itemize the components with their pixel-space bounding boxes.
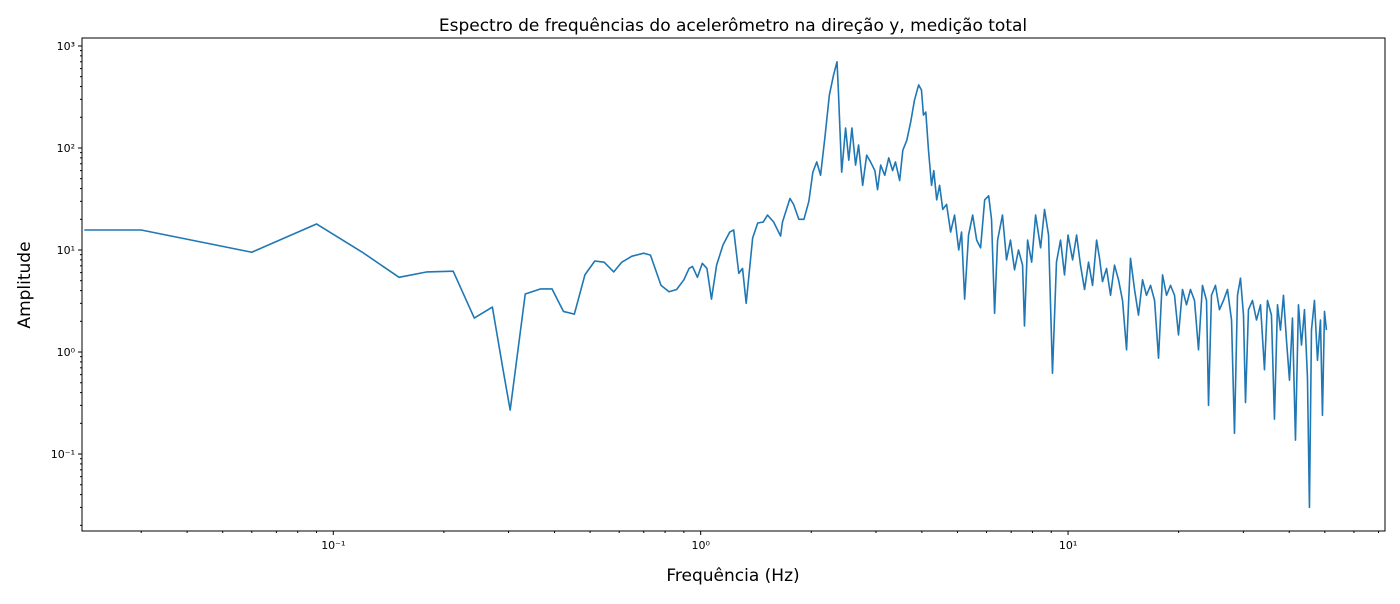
line-series (84, 60, 1328, 509)
y-axis-label: Amplitude (15, 241, 35, 328)
plot-area (84, 60, 1328, 509)
chart-title: Espectro de frequências do acelerômetro … (439, 16, 1027, 36)
y-tick-label: 10¹ (57, 244, 75, 257)
x-tick-label: 10¹ (1059, 539, 1077, 552)
y-tick-label: 10⁻¹ (51, 448, 75, 461)
y-tick-label: 10² (57, 142, 75, 155)
y-tick-label: 10⁰ (57, 346, 76, 359)
x-axis-label: Frequência (Hz) (666, 566, 799, 586)
x-tick-label: 10⁻¹ (321, 539, 345, 552)
x-tick-label: 10⁰ (691, 539, 710, 552)
axes-frame (81, 37, 1386, 532)
y-tick-label: 10³ (57, 40, 75, 53)
